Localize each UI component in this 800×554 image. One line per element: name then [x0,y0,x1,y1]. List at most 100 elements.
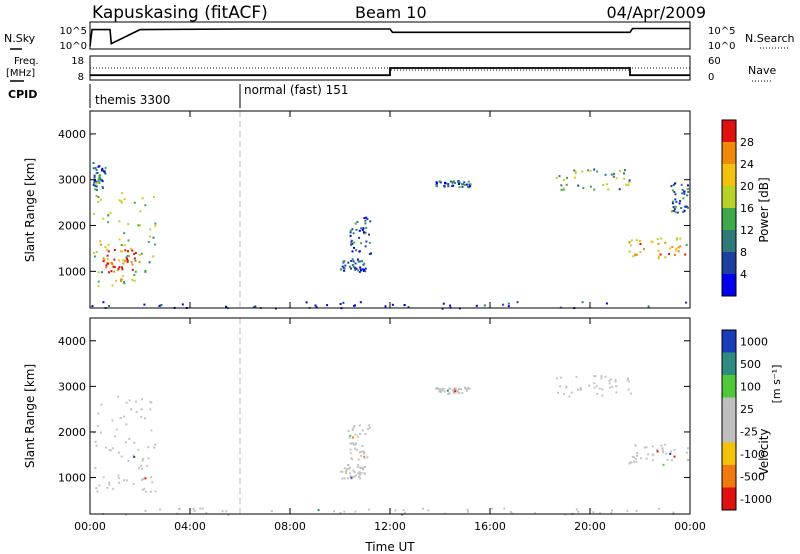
velocity-echo-mark [666,458,669,461]
velocity-echo-mark [150,401,153,404]
power-echo-mark [589,169,592,172]
power-echo-mark [558,175,561,178]
power-colorbar-segment [722,274,736,296]
velocity-colorbar-tick: 100 [740,380,761,393]
velocity-echo-mark [615,385,618,388]
velocity-echo-mark [600,377,603,380]
power-echo-mark [131,278,134,281]
power-echo-mark [93,212,95,215]
power-echo-mark [672,206,675,209]
velocity-echo-mark [639,457,642,460]
velocity-echo-mark [468,387,471,390]
power-echo-mark [369,220,372,223]
power-echo-mark [607,188,610,191]
power-echo-mark [343,269,346,272]
power-echo-mark [562,187,565,190]
power-echo-mark [687,206,689,209]
velocity-echo-mark [656,450,659,453]
power-echo-mark [138,254,141,257]
velocity-colorbar-tick: -100 [740,448,765,461]
power-echo-mark [360,242,363,245]
velocity-echo-mark [636,454,638,457]
velocity-echo-mark [333,510,336,513]
power-echo-mark [254,305,257,308]
velocity-range-axis-label: Slant Range [km] [23,364,37,468]
power-echo-mark [305,301,308,304]
power-echo-mark [581,170,584,173]
velocity-colorbar-segment [722,330,736,353]
power-echo-mark [352,265,355,268]
power-echo-mark [457,180,459,183]
power-echo-mark [687,190,690,193]
velocity-echo-mark [141,467,144,470]
power-echo-mark [634,253,637,256]
velocity-echo-mark [449,387,452,390]
velocity-echo-mark [442,387,445,390]
velocity-echo-mark [364,432,367,435]
velocity-echo-mark [568,395,571,398]
velocity-echo-mark [117,474,120,477]
power-echo-mark [118,199,121,202]
velocity-echo-mark [443,390,446,393]
velocity-echo-mark [352,426,355,429]
power-colorbar-segment [722,142,736,164]
power-echo-mark [562,178,565,181]
power-echo-mark [364,245,367,248]
power-echo-mark [435,184,438,187]
power-range-tick-label: 3000 [58,174,86,187]
noise-panel-frame [89,21,691,50]
velocity-echo-mark [660,444,663,447]
velocity-echo-mark [672,511,675,514]
power-echo-mark [680,183,683,186]
power-echo-mark [102,257,105,260]
velocity-scale-unit: [m s⁻¹] [770,365,783,404]
power-echo-mark [125,256,128,259]
power-echo-mark [612,175,615,178]
power-echo-mark [453,180,455,183]
power-colorbar-segment [722,230,736,252]
power-echo-mark [113,258,116,261]
velocity-echo-mark [645,446,648,449]
velocity-echo-mark [447,393,450,396]
power-colorbar-tick: 20 [740,180,754,193]
velocity-echo-mark [128,399,131,402]
velocity-echo-mark [358,451,361,454]
velocity-echo-mark [119,417,122,419]
power-echo-mark [441,307,444,310]
velocity-echo-mark [645,457,648,460]
power-echo-mark [126,259,129,262]
velocity-echo-mark [95,444,98,447]
velocity-echo-mark [349,472,351,475]
power-echo-mark [127,223,130,226]
velocity-echo-mark [117,477,120,480]
velocity-echo-mark [133,441,136,444]
velocity-range-ticks: 1000 2000 3000 4000 [58,335,690,485]
velocity-echo-mark [159,508,162,511]
power-echo-mark [391,303,394,306]
power-echo-mark [121,268,124,271]
cpid-label: CPID [8,88,37,101]
power-echo-mark [463,184,466,186]
power-echo-mark [358,236,361,239]
power-echo-mark [435,181,438,184]
power-echo-mark [357,260,360,263]
velocity-echo-mark [356,435,359,438]
velocity-echo-mark [123,415,126,418]
power-echo-mark [355,249,358,252]
power-echo-mark [341,265,344,268]
velocity-echo-mark [143,487,146,490]
power-echo-mark [127,239,130,242]
power-echo-mark [102,260,105,263]
power-echo-mark [101,180,104,183]
velocity-echo-mark [687,459,690,461]
velocity-range-tick-label: 3000 [58,380,86,393]
velocity-echo-mark [97,412,100,415]
power-echo-mark [677,250,680,253]
velocity-echo-mark [357,463,360,466]
velocity-echo-mark [102,476,105,479]
velocity-echo-mark [225,510,228,513]
velocity-echo-mark [144,477,147,480]
power-echo-mark [98,182,101,184]
power-echo-mark [364,267,367,270]
